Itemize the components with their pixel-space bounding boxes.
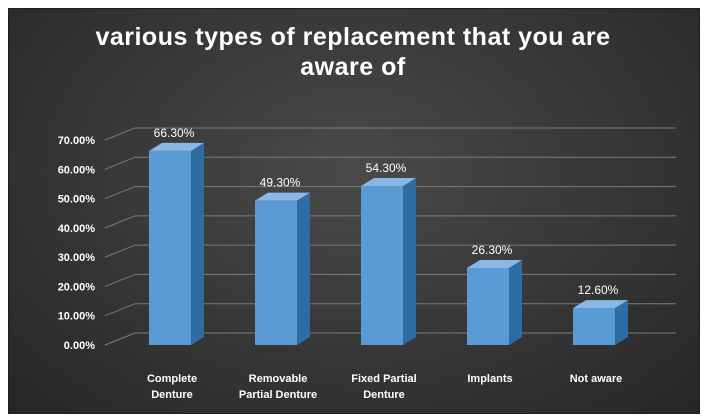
bar-side [403,177,416,345]
gridline-slant [104,127,136,141]
bar [573,308,615,345]
gridline-slant [104,332,136,346]
gridline-slant [104,303,136,317]
x-tick-label: Partial Denture [239,389,317,401]
bar-side [615,300,628,345]
bar-top [361,177,416,186]
bar [255,200,297,345]
y-tick-label: 30.00% [58,252,96,264]
bar-top [573,300,628,309]
bar [467,267,509,345]
y-tick-label: 0.00% [64,340,95,352]
gridline-slant [104,215,136,229]
bar-top [255,192,310,201]
gridline-slant [104,156,136,170]
bar-side [297,192,310,345]
bar-top [149,142,204,151]
bar [149,150,191,345]
chart-title: various types of replacement that you ar… [0,22,706,82]
bar-top [467,259,522,268]
y-tick-label: 10.00% [58,311,96,323]
x-tick-label: Not aware [570,373,623,385]
x-tick-label: Complete [147,373,197,385]
y-tick-label: 50.00% [58,194,96,206]
x-tick-label: Denture [363,389,405,401]
bar-side [509,259,522,345]
y-tick-label: 70.00% [58,135,96,147]
y-tick-label: 40.00% [58,223,96,235]
chart-title-line-1: various types of replacement that you ar… [95,23,611,51]
x-tick-label: Denture [151,389,193,401]
data-label: 49.30% [260,176,301,190]
chart-area [8,8,700,414]
data-label: 26.30% [472,243,513,257]
gridline-slant [104,273,136,287]
bar [361,185,403,345]
x-tick-label: Fixed Partial [351,373,416,385]
data-label: 12.60% [578,283,619,297]
data-label: 66.30% [154,126,195,140]
data-label: 54.30% [366,161,407,175]
x-tick-label: Implants [467,373,512,385]
gridline-slant [104,244,136,258]
x-tick-label: Removable [249,373,308,385]
y-tick-label: 20.00% [58,281,96,293]
bar-side [191,142,204,345]
gridline-slant [104,186,136,200]
chart-title-line-2: aware of [300,53,406,81]
y-tick-label: 60.00% [58,164,96,176]
